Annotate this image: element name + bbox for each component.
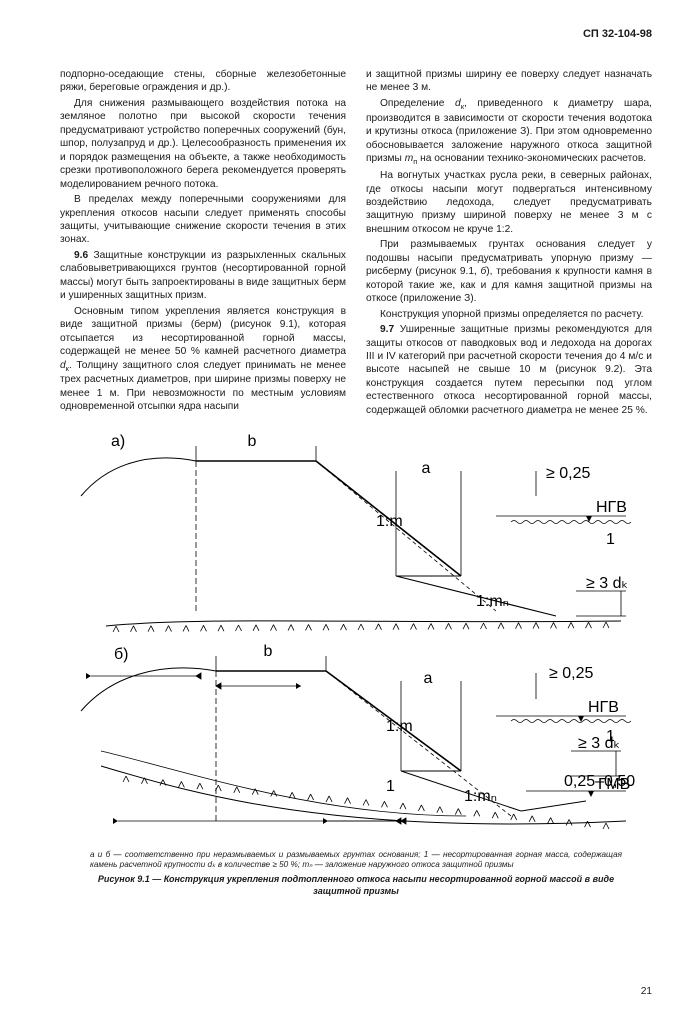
svg-text:1: 1 bbox=[606, 531, 615, 548]
svg-text:1:mₙ: 1:mₙ bbox=[476, 593, 509, 610]
svg-text:1:m: 1:m bbox=[376, 513, 403, 530]
svg-text:НГВ: НГВ bbox=[596, 499, 627, 516]
svg-text:≥ 0,25: ≥ 0,25 bbox=[549, 665, 593, 682]
figure-9-1: а) b 1:m a ≥ 0,25 1:mₙ НГВ ≥ 3 dₖ 1 б) b 1:m a ≥ 0,25… bbox=[60, 426, 652, 898]
svg-text:1: 1 bbox=[386, 778, 395, 795]
page-number: 21 bbox=[641, 986, 652, 997]
figure-legend: а и б — соответственно при неразмываемых… bbox=[90, 850, 622, 871]
svg-text:b: b bbox=[264, 643, 273, 660]
svg-text:≥ 3 dₖ: ≥ 3 dₖ bbox=[586, 575, 628, 592]
doc-code: СП 32-104-98 bbox=[583, 28, 652, 40]
svg-text:a: a bbox=[424, 670, 433, 687]
svg-text:b: b bbox=[248, 433, 257, 450]
svg-text:1: 1 bbox=[606, 728, 615, 745]
figure-caption: Рисунок 9.1 — Конструкция укрепления под… bbox=[90, 874, 622, 897]
body-text: подпорно-оседающие стены, сборные железо… bbox=[60, 68, 652, 418]
svg-text:1:m: 1:m bbox=[386, 718, 413, 735]
svg-text:а): а) bbox=[111, 433, 125, 450]
svg-text:≥ 0,25: ≥ 0,25 bbox=[546, 465, 590, 482]
svg-text:1:mₙ: 1:mₙ bbox=[464, 788, 497, 805]
svg-text:a: a bbox=[422, 460, 431, 477]
svg-text:б): б) bbox=[114, 646, 129, 663]
svg-text:0,25–0,50: 0,25–0,50 bbox=[564, 773, 635, 790]
svg-text:НГВ: НГВ bbox=[588, 699, 619, 716]
